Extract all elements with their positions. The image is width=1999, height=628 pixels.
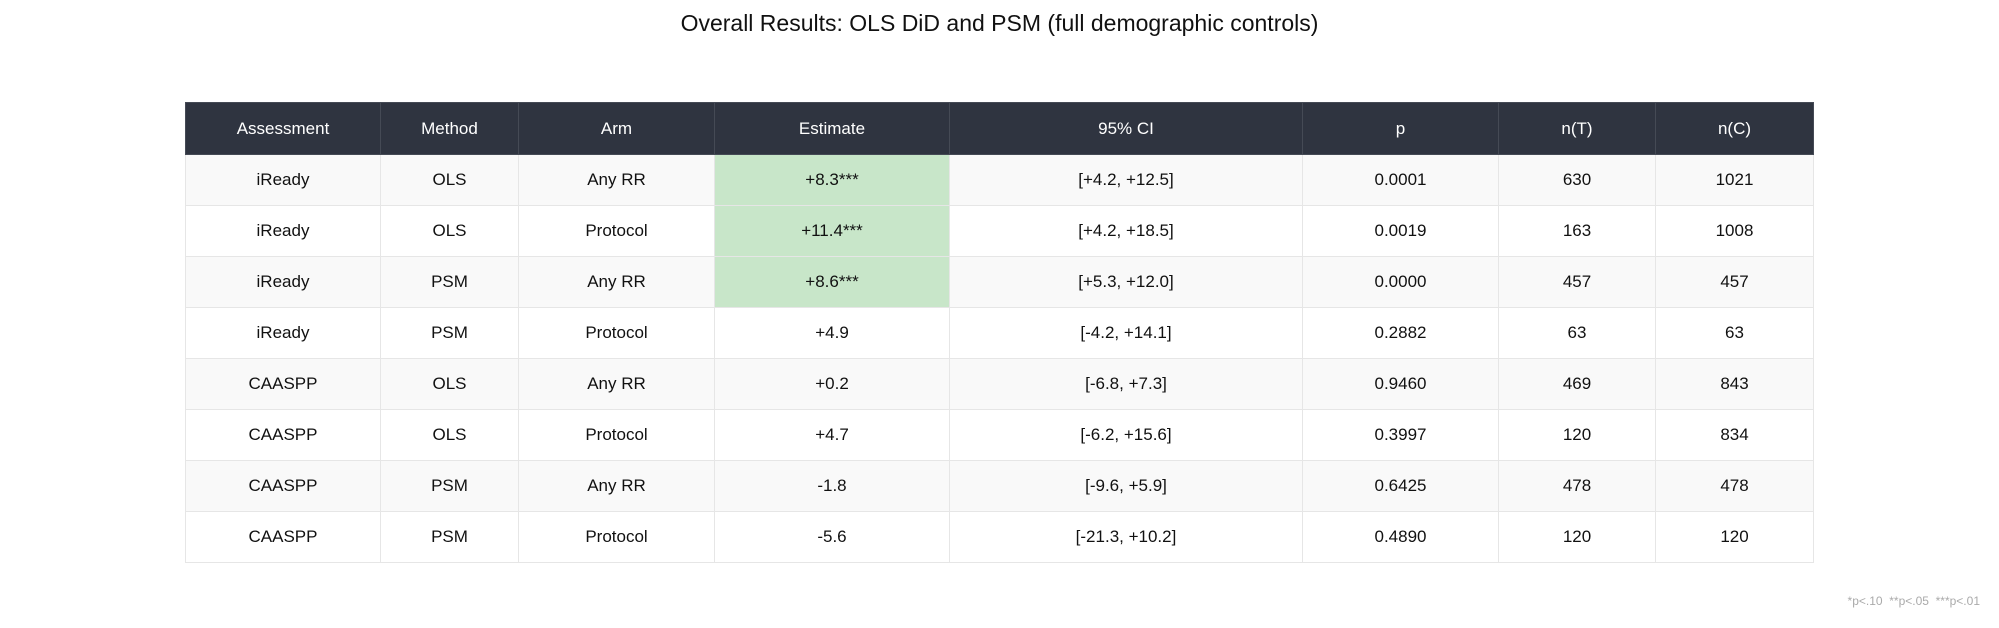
table-cell: [-21.3, +10.2] <box>949 511 1303 563</box>
table-cell: 0.0001 <box>1302 154 1499 206</box>
table-cell: Protocol <box>518 307 715 359</box>
table-cell: 478 <box>1655 460 1814 512</box>
table-cell: CAASPP <box>185 358 381 410</box>
table-row: iReady OLS Protocol +11.4*** [+4.2, +18.5] 0.… <box>185 205 1814 257</box>
table-cell: 478 <box>1498 460 1656 512</box>
table-cell: PSM <box>380 256 519 308</box>
table-cell: +8.6*** <box>714 256 950 308</box>
table-cell: PSM <box>380 307 519 359</box>
table-row: CAASPP PSM Any RR -1.8 [-9.6, +5.9] 0.6425 478… <box>185 460 1814 512</box>
table-cell: Any RR <box>518 154 715 206</box>
table-cell: 0.6425 <box>1302 460 1499 512</box>
table-cell: 163 <box>1498 205 1656 257</box>
table-cell: [-9.6, +5.9] <box>949 460 1303 512</box>
header-cell: 95% CI <box>949 102 1303 155</box>
table-cell: [-6.2, +15.6] <box>949 409 1303 461</box>
table-cell: 630 <box>1498 154 1656 206</box>
header-row: Assessment Method Arm Estimate 95% CI p n(T) n(… <box>185 102 1814 155</box>
header-cell: Assessment <box>185 102 381 155</box>
table-cell: 120 <box>1498 409 1656 461</box>
table-cell: 0.0000 <box>1302 256 1499 308</box>
header-cell: Arm <box>518 102 715 155</box>
table-row: iReady PSM Protocol +4.9 [-4.2, +14.1] 0.2882… <box>185 307 1814 359</box>
table-cell: iReady <box>185 154 381 206</box>
table-cell: PSM <box>380 511 519 563</box>
table-row: CAASPP OLS Any RR +0.2 [-6.8, +7.3] 0.9460 469… <box>185 358 1814 410</box>
table-cell: +8.3*** <box>714 154 950 206</box>
table-cell: +0.2 <box>714 358 950 410</box>
table-cell: 469 <box>1498 358 1656 410</box>
table-cell: Protocol <box>518 205 715 257</box>
table-row: iReady OLS Any RR +8.3*** [+4.2, +12.5] 0.000… <box>185 154 1814 206</box>
table-cell: iReady <box>185 307 381 359</box>
table-cell: 457 <box>1498 256 1656 308</box>
table-cell: PSM <box>380 460 519 512</box>
table-cell: OLS <box>380 205 519 257</box>
table-cell: OLS <box>380 154 519 206</box>
table-cell: CAASPP <box>185 460 381 512</box>
table-cell: 0.0019 <box>1302 205 1499 257</box>
table-cell: 0.9460 <box>1302 358 1499 410</box>
table-cell: 1021 <box>1655 154 1814 206</box>
results-table: Assessment Method Arm Estimate 95% CI p n(T) n(… <box>185 102 1814 563</box>
title: Overall Results: OLS DiD and PSM (full d… <box>680 10 1319 36</box>
table-cell: 120 <box>1655 511 1814 563</box>
table-cell: Protocol <box>518 409 715 461</box>
table-cell: 457 <box>1655 256 1814 308</box>
table-cell: -1.8 <box>714 460 950 512</box>
table-cell: 120 <box>1498 511 1656 563</box>
table-cell: [-6.8, +7.3] <box>949 358 1303 410</box>
footnote: *p<.10 **p<.05 ***p<.01 <box>1847 594 1980 608</box>
table-row: CAASPP OLS Protocol +4.7 [-6.2, +15.6] 0.3997… <box>185 409 1814 461</box>
header-cell: n(C) <box>1655 102 1814 155</box>
table-cell: iReady <box>185 205 381 257</box>
table-cell: iReady <box>185 256 381 308</box>
table-cell: 834 <box>1655 409 1814 461</box>
table-cell: OLS <box>380 409 519 461</box>
header-cell: Method <box>380 102 519 155</box>
table-cell: Any RR <box>518 460 715 512</box>
table-cell: +4.9 <box>714 307 950 359</box>
table-cell: 63 <box>1498 307 1656 359</box>
table-cell: 1008 <box>1655 205 1814 257</box>
table-cell: [+4.2, +18.5] <box>949 205 1303 257</box>
table-cell: [-4.2, +14.1] <box>949 307 1303 359</box>
table-cell: OLS <box>380 358 519 410</box>
table-cell: [+5.3, +12.0] <box>949 256 1303 308</box>
table-cell: -5.6 <box>714 511 950 563</box>
table-cell: [+4.2, +12.5] <box>949 154 1303 206</box>
table-cell: CAASPP <box>185 409 381 461</box>
table-cell: 843 <box>1655 358 1814 410</box>
table-cell: +4.7 <box>714 409 950 461</box>
table-cell: Protocol <box>518 511 715 563</box>
table-row: iReady PSM Any RR +8.6*** [+5.3, +12.0] 0.000… <box>185 256 1814 308</box>
table-cell: 0.3997 <box>1302 409 1499 461</box>
table-cell: Any RR <box>518 256 715 308</box>
header-cell: n(T) <box>1498 102 1656 155</box>
table-cell: Any RR <box>518 358 715 410</box>
table-cell: 0.4890 <box>1302 511 1499 563</box>
table-cell: +11.4*** <box>714 205 950 257</box>
table-cell: 0.2882 <box>1302 307 1499 359</box>
table-cell: 63 <box>1655 307 1814 359</box>
header-cell: p <box>1302 102 1499 155</box>
table-cell: CAASPP <box>185 511 381 563</box>
header-cell: Estimate <box>714 102 950 155</box>
table-row: CAASPP PSM Protocol -5.6 [-21.3, +10.2] 0.489… <box>185 511 1814 563</box>
